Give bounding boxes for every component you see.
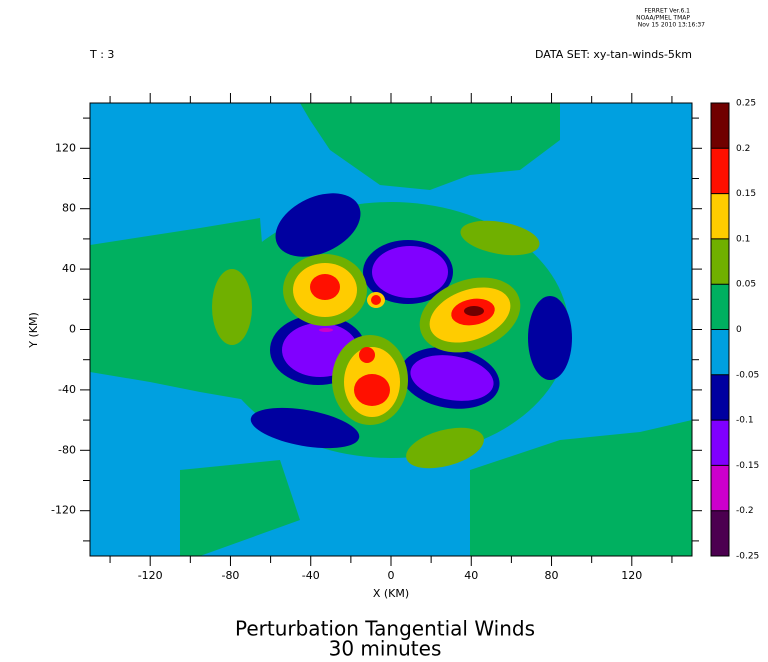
x-tick-label: -40 [302, 569, 320, 582]
colorbar-label: 0.15 [736, 189, 756, 199]
y-tick-label: 80 [62, 202, 76, 215]
y-tick-label: 40 [62, 262, 76, 275]
contour-band [371, 295, 381, 305]
colorbar-swatch [711, 420, 729, 466]
colorbar-swatch [711, 103, 729, 149]
colorbar-label: 0.25 [736, 99, 756, 109]
colorbar-swatch [711, 329, 729, 375]
colorbar-label: 0.1 [736, 234, 750, 244]
contour-band [180, 460, 300, 556]
contour-band [250, 407, 360, 449]
y-tick-label: 0 [69, 323, 76, 336]
colorbar-swatch [711, 465, 729, 511]
x-tick-label: 0 [388, 569, 395, 582]
colorbar-swatch [711, 148, 729, 194]
contour-band [460, 220, 540, 256]
contour-band [300, 103, 560, 190]
contour-band [470, 420, 692, 556]
x-tick-label: -80 [221, 569, 239, 582]
colorbar-swatch [711, 510, 729, 556]
y-tick-label: -40 [58, 383, 76, 396]
x-tick-label: -120 [138, 569, 163, 582]
y-tick-label: -80 [58, 443, 76, 456]
contour-band [275, 193, 361, 257]
contour-band [464, 306, 484, 316]
y-axis-label: Y (KM) [27, 312, 40, 349]
dataset-label: DATA SET: xy-tan-winds-5km [535, 48, 692, 61]
header: FERRET Ver.6.1 NOAA/PMEL TMAP Nov 15 201… [89, 8, 705, 62]
contour-band [406, 427, 484, 469]
contour-band [528, 296, 572, 380]
field [90, 103, 692, 556]
colorbar-swatch [711, 193, 729, 239]
colorbar-label: 0.2 [736, 144, 750, 154]
colorbar-label: -0.2 [736, 506, 754, 516]
contour-band [319, 328, 333, 332]
colorbar-swatch [711, 284, 729, 330]
contour-band [310, 274, 340, 300]
y-tick-label: -120 [51, 504, 76, 517]
x-tick-label: 120 [621, 569, 642, 582]
y-tick-label: 120 [55, 141, 76, 154]
colorbar-label: -0.05 [736, 370, 759, 380]
contour-band [410, 355, 494, 401]
program-line: FERRET Ver.6.1 [644, 8, 690, 15]
colorbar-label: 0.05 [736, 280, 756, 290]
plot-area [89, 102, 693, 557]
chart-subtitle: 30 minutes [329, 637, 442, 661]
colorbar-label: -0.1 [736, 416, 754, 426]
colorbar-swatch [711, 374, 729, 421]
colorbar-swatch [711, 238, 729, 285]
program-line: NOAA/PMEL TMAP [636, 15, 690, 22]
colorbar-label: -0.25 [736, 552, 759, 562]
x-axis-label: X (KM) [373, 587, 409, 600]
colorbar-label: 0 [736, 325, 742, 335]
contour-band [212, 269, 252, 345]
contour-band [354, 374, 390, 406]
colorbar-label: -0.15 [736, 461, 759, 471]
x-tick-label: 40 [464, 569, 478, 582]
program-line: Nov 15 2010 13:16:37 [638, 22, 705, 29]
contour-band [359, 347, 375, 363]
contour-band [372, 246, 448, 298]
x-tick-label: 80 [545, 569, 559, 582]
chart-title: Perturbation Tangential Winds [235, 617, 535, 641]
time-label: T : 3 [89, 48, 114, 61]
